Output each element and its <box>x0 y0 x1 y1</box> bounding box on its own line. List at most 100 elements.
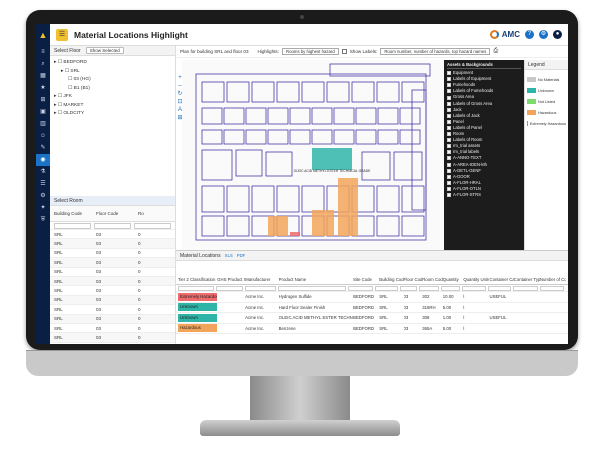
table-row[interactable]: SRL 03 0 <box>50 230 175 240</box>
tree-checkbox[interactable]: ☐ <box>57 111 64 116</box>
layer-item[interactable]: Room <box>447 131 521 137</box>
layer-checkbox[interactable] <box>447 77 451 82</box>
labels-select[interactable]: Room number, number of hazards, top haza… <box>380 48 491 55</box>
table-row[interactable]: SRL 03 0 <box>50 276 175 287</box>
rotate-icon[interactable]: ↻ <box>177 91 183 97</box>
layer-item[interactable]: Labels of Equipment <box>447 76 521 82</box>
materials-column-header[interactable]: GHS Product Identifier <box>217 277 245 282</box>
layer-item[interactable]: A-ANNO-TEXT <box>447 155 521 161</box>
materials-column-header[interactable]: Site Code <box>353 277 372 282</box>
tree-checkbox[interactable]: ☐ <box>57 94 64 99</box>
layer-checkbox[interactable] <box>447 156 451 161</box>
materials-filter-input[interactable] <box>488 286 512 291</box>
layer-checkbox[interactable] <box>447 89 451 94</box>
tree-toggle-icon[interactable]: ▸ <box>61 68 65 74</box>
layer-checkbox[interactable] <box>447 125 451 130</box>
print-icon[interactable]: ⎙ <box>493 48 499 54</box>
materials-filter-input[interactable] <box>440 286 460 291</box>
materials-filter-input[interactable] <box>244 286 276 291</box>
nav-settings-icon[interactable]: ⚙ <box>40 193 46 199</box>
nav-layers-icon[interactable]: ☰ <box>40 181 46 187</box>
nav-highlight-icon[interactable]: ◉ <box>36 154 50 166</box>
tree-toggle-icon[interactable]: ▸ <box>54 94 58 99</box>
tree-checkbox[interactable]: ☐ <box>57 60 64 65</box>
nav-grid-icon[interactable]: ⊞ <box>40 97 46 103</box>
layer-item[interactable]: A-FLOR-HRAL <box>447 180 521 186</box>
highlights-select[interactable]: Rooms by highest hazard <box>281 48 339 55</box>
nav-box-icon[interactable]: ▣ <box>40 109 46 115</box>
nav-shield-icon[interactable]: ⛨ <box>40 217 46 223</box>
layer-checkbox[interactable] <box>447 174 451 179</box>
layer-item[interactable]: Gross Area <box>447 94 521 100</box>
grid-icon[interactable]: ⊞ <box>177 115 183 121</box>
table-row[interactable]: SRL 03 0 <box>50 295 175 306</box>
layer-item[interactable]: Labels of Gross Area <box>447 101 521 107</box>
help-icon[interactable]: ? <box>525 30 534 39</box>
materials-column-header[interactable]: Quantity Units <box>463 277 490 282</box>
layer-checkbox[interactable] <box>447 180 451 185</box>
floor-filter-input[interactable] <box>94 223 131 229</box>
layer-item[interactable]: Labels of Jack <box>447 113 521 119</box>
tree-node[interactable]: ☐ 03 (HG) <box>54 76 171 85</box>
tree-checkbox[interactable]: ☐ <box>68 77 74 82</box>
materials-column-header[interactable]: Tier 2 Classification <box>178 277 216 282</box>
materials-filter-input[interactable] <box>277 286 347 291</box>
layer-item[interactable]: Fumehoods <box>447 82 521 88</box>
materials-filter-input[interactable] <box>419 286 439 291</box>
tree-node[interactable]: ☐ B1 (B1) <box>54 85 171 94</box>
nav-people-icon[interactable]: ☺ <box>39 133 47 139</box>
layer-item[interactable]: Panel <box>447 119 521 125</box>
zoom-out-icon[interactable]: – <box>178 83 182 89</box>
table-row[interactable]: SRL 03 0 <box>50 314 175 324</box>
label-icon[interactable]: A <box>177 107 182 113</box>
nav-star-icon[interactable]: ★ <box>40 85 46 91</box>
room-filter-input[interactable] <box>134 223 171 229</box>
table-row[interactable]: SRL 03 0 <box>50 239 175 249</box>
table-row[interactable]: SRL 03 0 <box>50 249 175 259</box>
show-labels-checkbox[interactable] <box>341 49 347 54</box>
layer-item[interactable]: Equipment <box>447 70 521 76</box>
layer-checkbox[interactable] <box>447 132 451 137</box>
layer-checkbox[interactable] <box>447 168 451 173</box>
tree-node[interactable]: ▸ ☐ BEDFORD <box>54 59 171 68</box>
materials-filter-input[interactable] <box>178 286 215 291</box>
table-row[interactable]: Unknown Acme Inc. Hard Floor Sealer Finish… <box>176 303 568 313</box>
layer-checkbox[interactable] <box>447 101 451 106</box>
layer-item[interactable]: Jack <box>447 107 521 113</box>
room-column-header[interactable]: Floor Code <box>96 211 119 216</box>
materials-filter-input[interactable] <box>374 286 398 291</box>
layer-item[interactable]: rm_trial labels <box>447 149 521 155</box>
tree-node[interactable]: ▸ ☐ MARKET <box>54 102 171 111</box>
nav-search-icon[interactable]: ⌕ <box>41 61 45 67</box>
materials-column-header[interactable]: Container Type <box>513 277 540 282</box>
layer-checkbox[interactable] <box>447 95 451 100</box>
zoom-in-icon[interactable]: + <box>178 75 182 81</box>
room-column-header[interactable]: Building Code <box>54 211 83 216</box>
materials-column-header[interactable]: Floor Code <box>403 277 423 282</box>
materials-column-header[interactable]: Product Name <box>278 277 307 282</box>
tree-checkbox[interactable]: ☐ <box>68 85 74 91</box>
floor-plan[interactable]: OLEIC ACID METHYL ESTER TECHNICAL GRADE <box>182 60 444 250</box>
layer-item[interactable]: A-DETL-GENF <box>447 168 521 174</box>
materials-filter-input[interactable] <box>216 286 243 291</box>
layer-checkbox[interactable] <box>447 119 451 124</box>
layer-checkbox[interactable] <box>447 144 451 149</box>
layer-checkbox[interactable] <box>447 193 451 198</box>
nav-chart-icon[interactable]: ▥ <box>40 121 46 127</box>
layer-item[interactable]: A-FLOR-OTLN <box>447 186 521 192</box>
layer-item[interactable]: rm_trial assets <box>447 143 521 149</box>
table-row[interactable]: SRL 03 0 <box>50 333 175 343</box>
nav-wrench-icon[interactable]: ✎ <box>40 145 46 151</box>
materials-column-header[interactable]: Quantity <box>442 277 459 282</box>
layer-checkbox[interactable] <box>447 162 451 167</box>
layer-checkbox[interactable] <box>447 150 451 155</box>
table-row[interactable]: Hazardous Acme Inc. Benzene BEDFORD SRL 03 365… <box>176 324 568 334</box>
table-row[interactable]: SRL 03 0 <box>50 268 175 277</box>
table-row[interactable]: SRL 03 0 <box>50 324 175 334</box>
table-row[interactable]: SRL 03 0 <box>50 305 175 315</box>
materials-filter-input[interactable] <box>539 286 564 291</box>
table-row[interactable]: SRL 03 0 <box>50 258 175 268</box>
nav-flask-icon[interactable]: ⚗ <box>40 169 46 175</box>
materials-filter-input[interactable] <box>513 286 538 291</box>
table-row[interactable]: Extremely Hazardous Acme Inc. Hydrogen Sul… <box>176 292 568 303</box>
